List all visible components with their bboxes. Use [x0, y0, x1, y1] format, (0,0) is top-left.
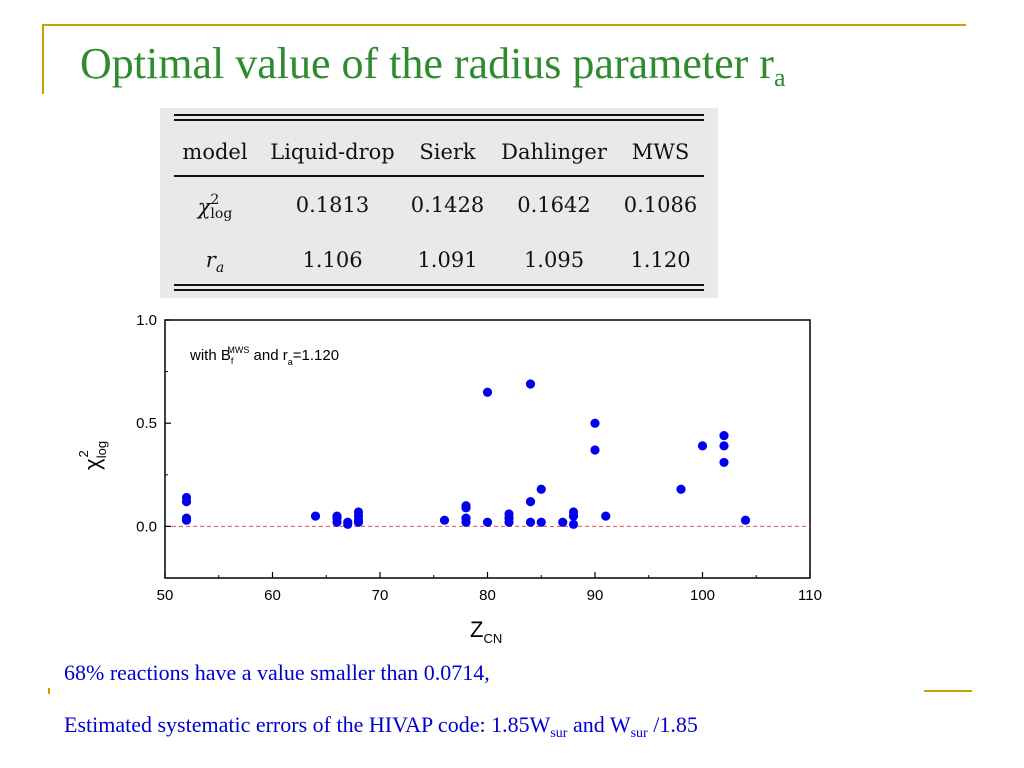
- axis-ticks: 50 60 70 80 90 100 110 0.0 0.5 1.0: [136, 312, 822, 604]
- table-header-model: model: [182, 140, 248, 164]
- data-point: [601, 511, 611, 521]
- table-header-dahlinger: Dahlinger: [501, 140, 607, 164]
- table-bottom-rule: [174, 284, 704, 286]
- x-tick-label: 50: [157, 587, 174, 604]
- frame-bottom-left-mark: [48, 688, 50, 694]
- x-tick-label: 110: [798, 587, 822, 604]
- data-point: [332, 517, 342, 527]
- x-tick-label: 90: [587, 587, 604, 604]
- x-tick-label: 70: [372, 587, 389, 604]
- frame-left-rule: [42, 24, 44, 94]
- data-point: [568, 511, 579, 521]
- data-point: [353, 517, 364, 527]
- data-point: [740, 515, 751, 525]
- data-point: [525, 517, 536, 527]
- data-point: [719, 441, 729, 451]
- data-point: [697, 441, 708, 451]
- frame-bottom-right-rule: [924, 690, 972, 692]
- data-point: [504, 517, 514, 527]
- data-point: [590, 445, 600, 455]
- data-point: [536, 484, 546, 494]
- data-point: [719, 430, 729, 441]
- slide-title: Optimal value of the radius parameter ra: [80, 38, 786, 93]
- chi-symbol: χ: [197, 195, 211, 219]
- y-tick-label: 0.5: [136, 415, 157, 432]
- data-point: [310, 511, 321, 521]
- ra-sub: a: [215, 260, 225, 277]
- table-bottom-rule-2: [174, 289, 704, 291]
- data-point: [568, 519, 579, 529]
- x-axis-label: ZCN: [470, 617, 502, 646]
- data-point: [343, 519, 353, 529]
- data-point: [558, 517, 568, 527]
- x-tick-label: 100: [690, 587, 715, 604]
- table-cell-ra-liquid-drop: 1.106: [302, 248, 363, 272]
- table-cell-ra-sierk: 1.091: [417, 248, 478, 272]
- title-text: Optimal value of the radius parameter r: [80, 39, 774, 88]
- ra-symbol: r: [205, 248, 216, 272]
- table-header-rule: [174, 175, 704, 177]
- table-row-chi-label: χ 2 log: [170, 193, 260, 221]
- footer-line-2: Estimated systematic errors of the HIVAP…: [64, 712, 698, 741]
- table-top-rule: [174, 114, 704, 116]
- table-header-liquid-drop: Liquid-drop: [270, 140, 395, 164]
- data-point: [525, 497, 536, 507]
- y-axis-label: χ2 log: [76, 441, 109, 470]
- y-tick-label: 0.0: [136, 518, 157, 535]
- data-point: [181, 497, 192, 507]
- data-point: [590, 418, 600, 428]
- chi-sup: 2: [210, 192, 220, 208]
- data-points: [181, 379, 751, 529]
- chi-sub: log: [210, 206, 233, 222]
- table-cell-chi-dahlinger: 0.1642: [517, 193, 591, 217]
- title-subscript: a: [773, 63, 786, 92]
- data-point: [439, 515, 450, 525]
- table-row-ra-label: ra: [170, 248, 260, 276]
- data-point: [461, 503, 471, 513]
- table-cell-ra-mws: 1.120: [630, 248, 691, 272]
- data-point: [482, 517, 493, 527]
- table-cell-chi-mws: 0.1086: [623, 193, 698, 217]
- data-point: [676, 484, 686, 494]
- chart-annotation: with BfMWS and ra=1.120: [189, 345, 339, 367]
- results-table: [160, 108, 718, 298]
- table-cell-chi-sierk: 0.1428: [410, 193, 485, 217]
- x-tick-label: 80: [479, 587, 496, 604]
- data-point: [719, 457, 729, 468]
- table-cell-ra-dahlinger: 1.095: [523, 248, 585, 272]
- frame-top-rule: [42, 24, 966, 26]
- data-point: [181, 515, 192, 525]
- data-point: [536, 517, 546, 527]
- table-cell-chi-liquid-drop: 0.1813: [295, 193, 370, 217]
- data-point: [461, 517, 471, 527]
- data-point: [482, 387, 493, 397]
- x-tick-label: 60: [264, 587, 281, 604]
- footer-line-1: 68% reactions have a value smaller than …: [64, 660, 490, 685]
- y-tick-label: 1.0: [136, 312, 157, 329]
- table-header-sierk: Sierk: [419, 140, 476, 164]
- table-header-mws: MWS: [631, 140, 690, 164]
- table-top-rule-2: [174, 119, 704, 121]
- data-point: [525, 379, 536, 389]
